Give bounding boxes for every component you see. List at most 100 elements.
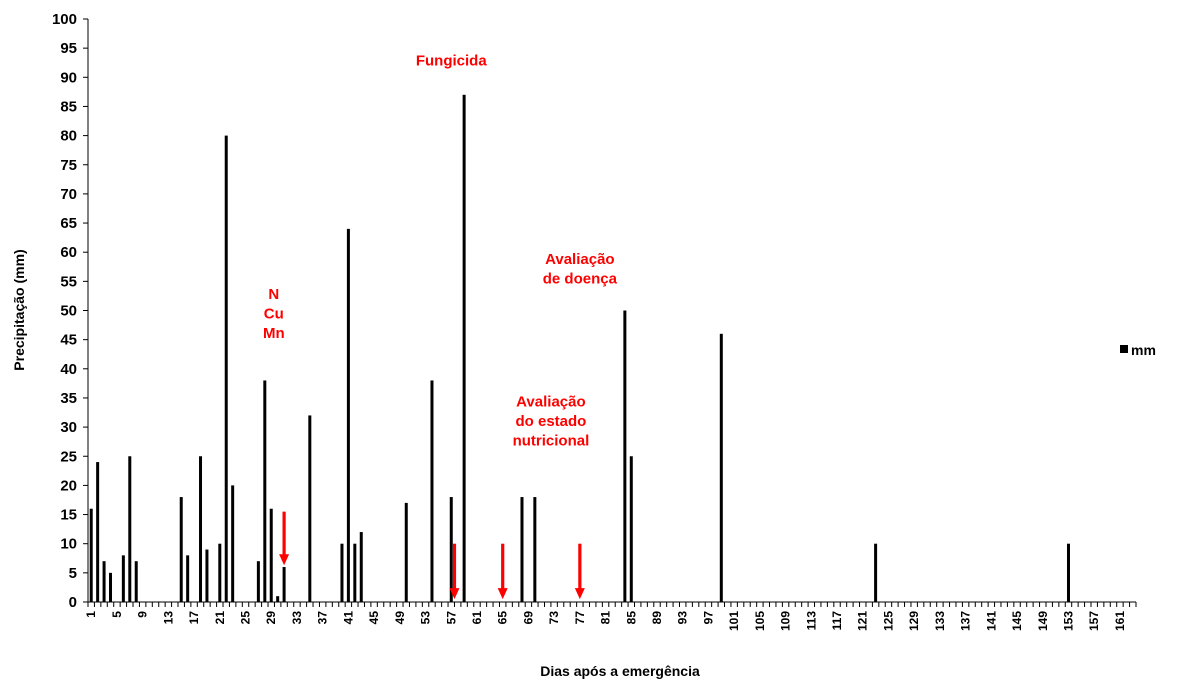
x-tick-label: 117 <box>830 611 844 631</box>
bar <box>404 502 408 602</box>
x-tick-label: 73 <box>547 611 561 625</box>
bar <box>218 543 222 602</box>
bar <box>359 532 363 602</box>
annotation-arrowhead <box>279 554 290 566</box>
y-tick-label: 20 <box>60 477 77 494</box>
x-tick-label: 125 <box>881 611 895 631</box>
bar <box>1066 543 1070 602</box>
x-tick-label: 89 <box>650 611 664 625</box>
bar <box>282 567 286 602</box>
bar <box>874 543 878 602</box>
y-tick-label: 100 <box>52 11 77 28</box>
x-tick-label: 33 <box>290 611 304 625</box>
y-tick-label: 90 <box>60 69 77 86</box>
bar-series-mm <box>89 94 1070 602</box>
annotation-label: do estado <box>515 413 586 430</box>
x-tick-label: 109 <box>779 611 793 631</box>
annotation-label: Avaliação <box>516 394 586 411</box>
bar <box>719 333 723 602</box>
bar <box>269 508 273 602</box>
annotation-label: Fungicida <box>416 53 487 70</box>
x-tick-label: 61 <box>470 611 484 625</box>
y-tick-label: 95 <box>60 40 77 57</box>
x-tick-label: 129 <box>907 611 921 631</box>
x-axis-title: Dias após a emergência <box>540 663 700 679</box>
x-tick-label: 101 <box>727 611 741 631</box>
y-tick-label: 25 <box>60 448 77 465</box>
y-tick-label: 40 <box>60 361 77 378</box>
bar <box>102 561 106 602</box>
y-tick-label: 80 <box>60 128 77 145</box>
x-tick-label: 149 <box>1036 611 1050 631</box>
x-tick-label: 121 <box>856 611 870 631</box>
y-tick-label: 70 <box>60 186 77 203</box>
annotation-arrowhead <box>449 588 460 600</box>
bar <box>449 497 453 602</box>
x-tick-label: 113 <box>804 611 818 631</box>
x-tick-label: 145 <box>1010 611 1024 631</box>
y-tick-label: 0 <box>69 594 77 611</box>
x-tick-label: 9 <box>136 611 150 618</box>
bar <box>186 555 190 602</box>
bar <box>96 462 100 602</box>
y-tick-label: 65 <box>60 215 77 232</box>
x-tick-label: 29 <box>264 611 278 625</box>
legend-label-mm: mm <box>1131 342 1156 358</box>
y-tick-label: 5 <box>69 565 77 582</box>
x-tick-label: 49 <box>393 611 407 625</box>
x-tick-label: 17 <box>187 611 201 625</box>
x-tick-label: 57 <box>444 611 458 625</box>
y-tick-label: 35 <box>60 390 77 407</box>
bar <box>179 497 183 602</box>
bar <box>128 456 132 602</box>
y-tick-label: 45 <box>60 332 77 349</box>
bar <box>224 135 228 602</box>
x-tick-label: 45 <box>367 611 381 625</box>
bar <box>199 456 203 602</box>
y-tick-label: 75 <box>60 157 77 174</box>
x-tick-label: 153 <box>1061 611 1075 631</box>
x-tick-label: 77 <box>573 611 587 625</box>
bar <box>231 485 235 602</box>
bar <box>89 508 93 602</box>
bar <box>340 543 344 602</box>
x-tick-label: 81 <box>599 611 613 625</box>
y-tick-label: 15 <box>60 507 77 524</box>
annotation-label: nutricional <box>513 433 590 450</box>
bar <box>308 415 312 602</box>
annotation-arrowhead <box>574 588 585 600</box>
y-tick-label: 50 <box>60 303 77 320</box>
x-tick-label: 13 <box>161 611 175 625</box>
x-tick-label: 37 <box>316 611 330 625</box>
x-tick-label: 161 <box>1113 611 1127 631</box>
legend-swatch-mm <box>1120 345 1128 353</box>
x-tick-label: 141 <box>984 611 998 631</box>
x-tick-label: 53 <box>419 611 433 625</box>
x-tick-label: 41 <box>341 611 355 625</box>
bar <box>533 497 537 602</box>
x-tick-label: 25 <box>239 611 253 625</box>
y-tick-label: 85 <box>60 98 77 115</box>
legend: mm <box>1120 342 1156 358</box>
x-tick-label: 21 <box>213 611 227 625</box>
annotation-arrowhead <box>497 588 508 600</box>
bar <box>629 456 633 602</box>
annotation-label: Mn <box>263 325 285 342</box>
annotation-label: Cu <box>264 305 284 322</box>
x-tick-label: 65 <box>496 611 510 625</box>
x-axis-ticks: 1 5 9 13 17 21 25 29 33 37 41 45 49 53 57 61 65 69 73 77 81 8… <box>84 602 1137 631</box>
y-tick-label: 10 <box>60 536 77 553</box>
chart-annotations: N Cu Mn Fungicida Avaliação do estado nutricio… <box>263 53 618 600</box>
x-tick-label: 133 <box>933 611 947 631</box>
y-axis-title: Precipitação (mm) <box>11 249 27 370</box>
bar <box>623 310 627 602</box>
x-tick-label: 137 <box>959 611 973 631</box>
x-tick-label: 5 <box>110 611 124 618</box>
x-tick-label: 69 <box>521 611 535 625</box>
x-tick-label: 85 <box>624 611 638 625</box>
x-tick-label: 1 <box>84 611 98 618</box>
y-tick-label: 30 <box>60 419 77 436</box>
bar <box>346 228 350 602</box>
x-tick-label: 105 <box>753 611 767 631</box>
